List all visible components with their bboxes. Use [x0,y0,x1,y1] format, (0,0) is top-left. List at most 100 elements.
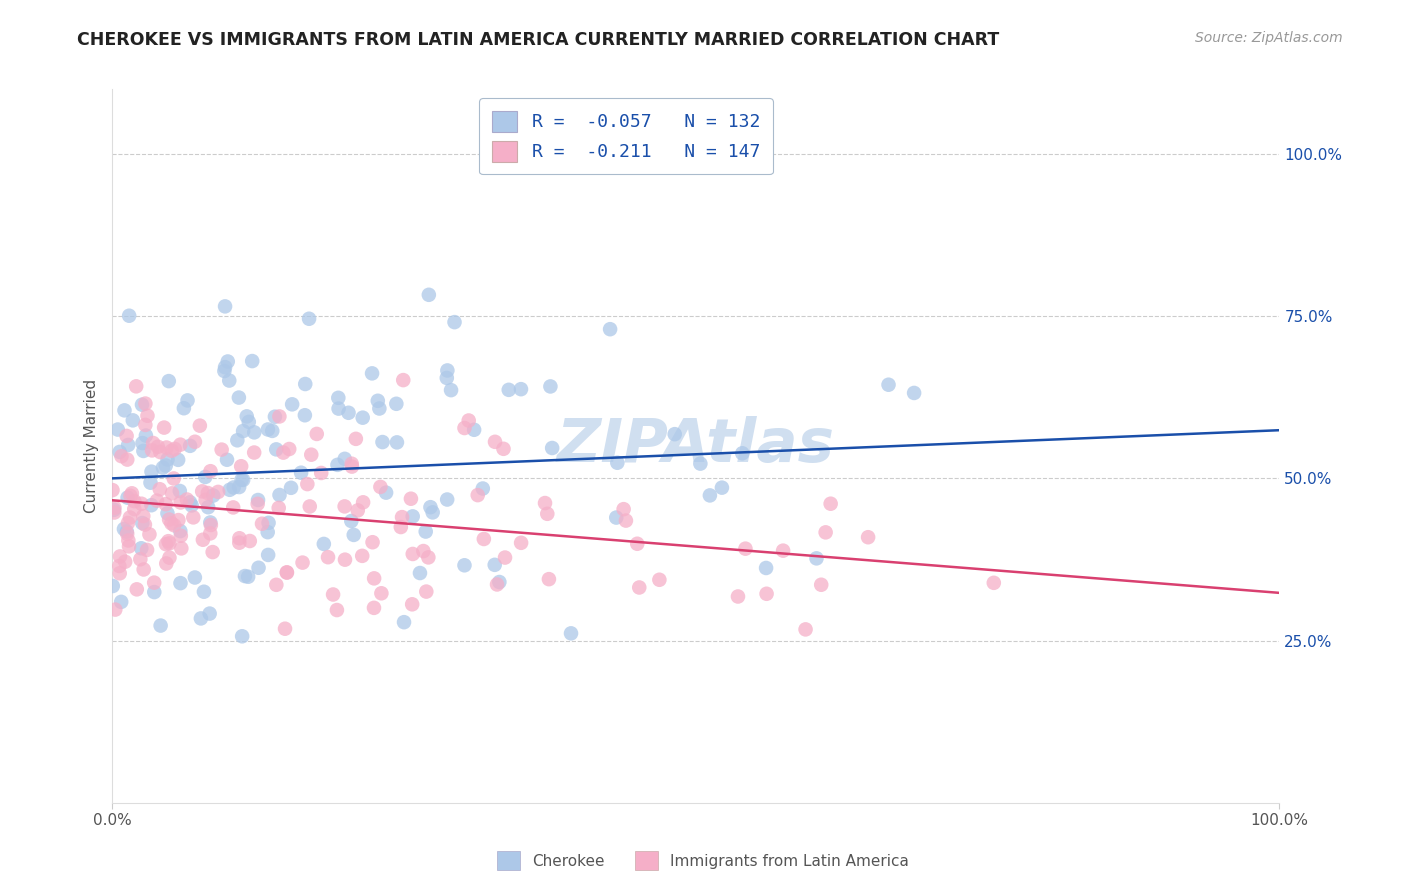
Point [810,578,832,592]
Point [391,510,413,524]
Point [613,502,636,516]
Point [436,371,458,385]
Point [352,549,374,563]
Point [202,489,225,503]
Point [103,500,125,515]
Point [160,516,183,531]
Point [132,562,155,576]
Point [179,495,201,509]
Point [167,513,190,527]
Point [534,496,557,510]
Point [412,544,434,558]
Point [156,507,179,521]
Point [143,585,166,599]
Point [121,413,143,427]
Point [110,595,132,609]
Point [214,364,236,378]
Point [734,541,756,556]
Point [755,587,778,601]
Point [169,495,191,509]
Point [267,500,290,515]
Point [117,452,139,467]
Point [328,401,350,416]
Point [200,516,222,530]
Point [169,483,191,498]
Point [163,442,186,456]
Point [648,573,671,587]
Point [457,413,479,427]
Point [131,436,153,450]
Point [118,309,141,323]
Point [856,530,879,544]
Point [157,512,180,526]
Point [163,518,186,533]
Point [463,423,485,437]
Point [247,561,270,575]
Point [190,611,212,625]
Point [236,409,259,424]
Point [197,486,219,500]
Point [169,524,191,538]
Point [472,532,495,546]
Point [194,492,217,507]
Point [814,525,837,540]
Point [198,607,221,621]
Point [606,456,628,470]
Point [228,391,250,405]
Point [340,459,363,474]
Point [699,488,721,502]
Point [153,420,176,434]
Y-axis label: Currently Married: Currently Married [83,379,98,513]
Point [197,500,219,515]
Point [605,510,627,524]
Point [135,428,157,442]
Point [363,571,385,585]
Point [214,299,236,313]
Point [290,466,312,480]
Point [510,382,533,396]
Point [333,552,356,566]
Point [422,505,444,519]
Text: CHEROKEE VS IMMIGRANTS FROM LATIN AMERICA CURRENTLY MARRIED CORRELATION CHART: CHEROKEE VS IMMIGRANTS FROM LATIN AMERIC… [77,31,1000,49]
Legend: R =  -0.057   N = 132, R =  -0.211   N = 147: R = -0.057 N = 132, R = -0.211 N = 147 [479,98,773,174]
Point [264,442,287,457]
Point [211,442,233,457]
Point [170,529,193,543]
Point [155,537,177,551]
Point [176,492,198,507]
Point [471,482,494,496]
Point [352,410,374,425]
Point [370,480,392,494]
Point [436,363,458,377]
Point [118,510,141,524]
Point [664,427,686,442]
Point [243,425,266,440]
Point [108,549,131,564]
Point [246,497,269,511]
Point [269,488,291,502]
Point [179,439,201,453]
Point [232,473,254,487]
Point [125,379,148,393]
Point [108,559,131,574]
Point [243,445,266,459]
Point [399,491,422,506]
Point [418,550,440,565]
Point [193,584,215,599]
Point [269,409,291,424]
Point [134,396,156,410]
Point [191,533,214,547]
Point [361,535,384,549]
Point [538,379,561,393]
Point [250,516,273,531]
Point [125,582,148,597]
Point [727,590,749,604]
Point [494,550,516,565]
Point [143,575,166,590]
Point [312,537,335,551]
Point [281,397,304,411]
Point [132,444,155,458]
Point [122,502,145,516]
Point [305,426,328,441]
Point [155,458,177,473]
